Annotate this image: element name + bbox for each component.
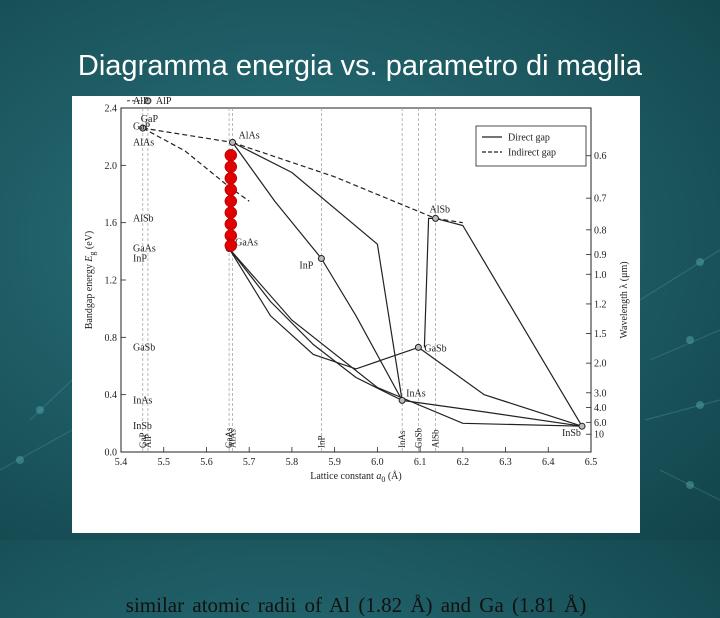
bottom-compound-label: GaSb xyxy=(413,428,423,448)
y-axis-label: Bandgap energy Eg (eV) xyxy=(84,231,97,330)
bottom-compound-label: InP xyxy=(316,435,326,448)
y-tick-label: 0.4 xyxy=(105,390,118,401)
bottom-compound-label: AlP xyxy=(143,434,153,448)
right-tick-label: 1.5 xyxy=(594,329,607,340)
x-tick-label: 6.5 xyxy=(585,457,598,468)
right-tick-label: 10 xyxy=(594,430,604,441)
left-compound-label: GaAs xyxy=(133,243,156,254)
x-tick-label: 5.4 xyxy=(115,457,128,468)
compound-point xyxy=(578,422,586,430)
direct-gap-curve xyxy=(232,142,322,259)
compound-point xyxy=(317,255,325,262)
legend-label: Indirect gap xyxy=(508,148,556,159)
indirect-gap-curve xyxy=(142,127,233,143)
x-tick-label: 5.9 xyxy=(328,457,341,468)
right-tick-label: 3.0 xyxy=(594,388,607,399)
right-tick-label: 0.6 xyxy=(594,151,607,162)
right-tick-label: 6.0 xyxy=(594,418,607,429)
highlight-marker xyxy=(224,183,238,196)
direct-gap-curve xyxy=(423,217,436,348)
compound-label: AlSb xyxy=(429,204,450,215)
x-tick-label: 6.1 xyxy=(414,457,427,468)
right-tick-label: 1.0 xyxy=(594,270,607,281)
bottom-compound-label: GaAs xyxy=(224,427,234,448)
highlight-marker xyxy=(224,171,238,185)
left-compound-label: InAs xyxy=(133,395,153,406)
legend: Direct gap Indirect gap xyxy=(475,125,587,167)
background-network-decoration xyxy=(0,249,720,501)
figure-panel: 5.4 5.5 5.6 5.7 5.8 5.9 6.0 6.1 6.2 6.3 6.4 6.5 0.0 0… xyxy=(72,96,640,617)
highlight-marker xyxy=(224,206,238,219)
compound-point xyxy=(414,343,422,351)
direct-gap-curve xyxy=(418,346,583,427)
x-tick-label: 5.5 xyxy=(157,457,170,468)
compound-label: InSb xyxy=(562,428,581,439)
bottom-compound-label: InAs xyxy=(397,430,407,448)
direct-gap-curve xyxy=(402,399,583,427)
legend-box xyxy=(475,125,587,167)
x-tick-label: 6.2 xyxy=(457,457,470,468)
direct-gap-curve xyxy=(228,248,403,401)
right-tick-label: 0.8 xyxy=(594,225,607,236)
compound-point xyxy=(139,124,147,132)
compound-point xyxy=(398,396,406,404)
compound-label: AlP xyxy=(156,96,172,107)
right-tick-label: 1.2 xyxy=(594,299,607,310)
y-tick-label: 1.2 xyxy=(105,276,118,287)
bottom-compound-label: AlSb xyxy=(430,429,440,448)
compound-label: InAs xyxy=(406,388,426,399)
right-axis-label: Wavelength λ (μm) xyxy=(619,261,630,338)
direct-gap-curve xyxy=(228,248,583,427)
compound-label: AlAs xyxy=(239,130,260,141)
right-tick-label: 4.0 xyxy=(594,403,607,414)
direct-gap-curve xyxy=(435,217,583,427)
x-axis-label: Lattice constant a0 (Å) xyxy=(310,470,401,484)
compound-point xyxy=(229,138,237,146)
x-tick-label: 5.7 xyxy=(243,457,256,468)
highlight-marker xyxy=(224,217,238,231)
compound-label: GaSb xyxy=(424,343,446,354)
indirect-gap-curve xyxy=(142,127,250,202)
compound-point xyxy=(431,214,439,222)
figure-caption: similar atomic radii of Al (1.82 Å) and … xyxy=(125,593,587,617)
x-tick-label: 6.4 xyxy=(542,457,555,468)
y-tick-label: 2.4 xyxy=(105,104,118,115)
x-tick-label: 5.6 xyxy=(200,457,213,468)
compound-label: GaAs xyxy=(235,237,258,248)
y-tick-label: 0.0 xyxy=(105,448,118,459)
y-tick-label: 0.8 xyxy=(105,333,118,344)
right-tick-label: 0.7 xyxy=(594,194,607,205)
highlight-marker xyxy=(224,239,238,252)
right-tick-label: 2.0 xyxy=(594,359,607,370)
highlight-marker xyxy=(224,149,238,162)
highlight-marker xyxy=(224,194,238,208)
left-compound-label: AlSb xyxy=(133,213,154,224)
compound-point xyxy=(144,97,152,105)
bottom-compound-label: AlAs xyxy=(228,429,238,448)
compound-label: InP xyxy=(299,261,313,272)
indirect-gap-curve xyxy=(435,217,463,224)
y-tick-label: 1.6 xyxy=(105,218,118,229)
legend-label: Direct gap xyxy=(508,133,550,144)
x-tick-label: 5.8 xyxy=(286,457,299,468)
y-tick-label: 2.0 xyxy=(105,161,118,172)
left-compound-label: GaP xyxy=(133,122,151,133)
left-compound-label: InSb xyxy=(133,421,152,432)
x-tick-label: 6.0 xyxy=(371,457,384,468)
right-tick-label: 0.9 xyxy=(594,250,607,261)
left-compound-label: InP xyxy=(133,254,147,265)
left-compound-label: GaSb xyxy=(133,342,155,353)
left-compound-label: AlP xyxy=(133,96,149,107)
x-tick-label: 6.3 xyxy=(499,457,512,468)
bandgap-lattice-chart: 5.4 5.5 5.6 5.7 5.8 5.9 6.0 6.1 6.2 6.3 6.4 6.5 0.0 0… xyxy=(84,96,630,484)
slide-title: Diagramma energia vs. parametro di magli… xyxy=(77,50,643,82)
highlight-marker xyxy=(224,160,238,174)
direct-gap-curve xyxy=(228,248,419,370)
bottom-compound-label: GaP xyxy=(138,433,148,449)
compound-label: GaP xyxy=(141,114,159,125)
left-compound-label: AlAs xyxy=(133,137,154,148)
indirect-gap-curve xyxy=(232,141,436,219)
direct-gap-curve xyxy=(232,141,403,401)
direct-gap-curve xyxy=(320,258,403,401)
